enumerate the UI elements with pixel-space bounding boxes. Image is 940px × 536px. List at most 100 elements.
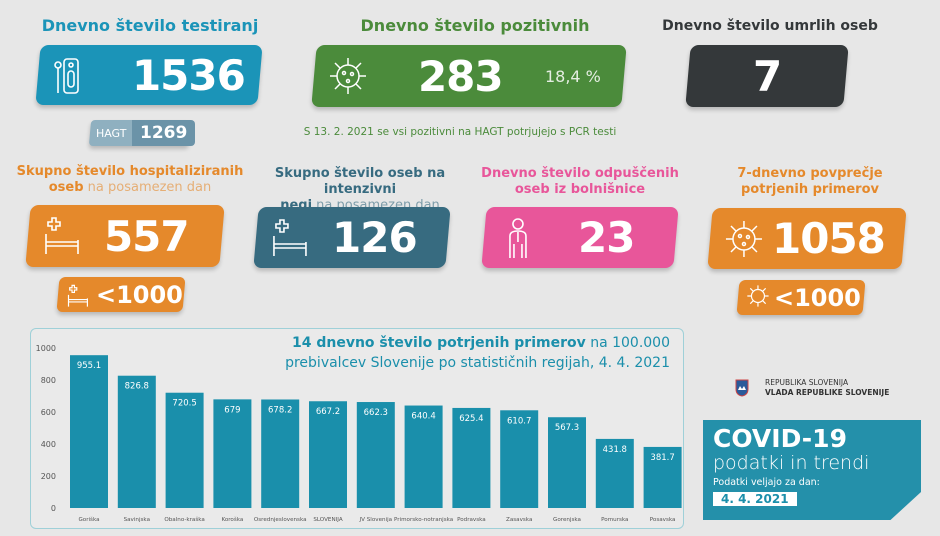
virus-icon bbox=[724, 217, 764, 261]
bar-value-label: 567.3 bbox=[555, 423, 579, 433]
avg7-card: 1058 bbox=[707, 208, 907, 269]
bar-value-label: 640.4 bbox=[411, 412, 435, 422]
covid-valid-label: Podatki veljajo za dan: bbox=[713, 477, 820, 488]
hospital-bed-icon bbox=[270, 216, 310, 260]
hospitalized-title-line1: Skupno število hospitaliziranih bbox=[16, 164, 244, 179]
bar-value-label: 720.5 bbox=[172, 399, 196, 409]
avg7-title-line1: 7-dnevno povprečje bbox=[737, 166, 883, 181]
x-tick-label: Savinjska bbox=[124, 517, 150, 523]
covid-date: 4. 4. 2021 bbox=[713, 492, 797, 506]
hospitalized-title: Skupno število hospitaliziranih oseb na … bbox=[10, 164, 250, 196]
covid-subtitle: podatki in trendi bbox=[713, 452, 870, 474]
x-tick-label: Gorenjska bbox=[553, 517, 581, 523]
y-tick-label: 600 bbox=[41, 408, 56, 417]
chart-title: 14 dnevno število potrjenih primerov na … bbox=[230, 333, 670, 373]
government-logo: REPUBLIKA SLOVENIJA VLADA REPUBLIKE SLOV… bbox=[735, 378, 889, 398]
bar-value-label: 610.7 bbox=[507, 416, 531, 426]
x-tick-label: Koroška bbox=[221, 516, 243, 523]
icu-title-line1: Skupno število oseb na intenzivni bbox=[274, 166, 446, 197]
positive-title: Dnevno število pozitivnih bbox=[360, 16, 590, 35]
hagt-value: 1269 bbox=[132, 120, 196, 146]
discharged-title-line2: oseb iz bolnišnice bbox=[514, 182, 646, 197]
bar-value-label: 625.4 bbox=[459, 414, 483, 424]
x-tick-label: SLOVENIJA bbox=[313, 517, 343, 523]
bar bbox=[500, 410, 539, 508]
deaths-title: Dnevno število umrlih oseb bbox=[662, 18, 878, 34]
bar bbox=[309, 401, 347, 508]
bar bbox=[643, 446, 682, 508]
chart-title-bold: 14 dnevno število potrjenih primerov bbox=[291, 335, 586, 351]
hagt-badge: HAGT 1269 bbox=[88, 120, 196, 146]
y-tick-label: 400 bbox=[41, 440, 56, 449]
bar bbox=[404, 405, 443, 508]
x-tick-label: Obalno-kraška bbox=[164, 516, 204, 523]
hagt-label: HAGT bbox=[96, 126, 127, 140]
chart-title-rest: na 100.000 bbox=[585, 335, 670, 351]
avg7-threshold: <1000 bbox=[774, 283, 861, 312]
bar bbox=[452, 407, 491, 508]
tests-value: 1536 bbox=[132, 50, 245, 100]
hospitalized-title-light: na posamezen dan bbox=[83, 180, 212, 195]
hospitalized-card: 557 bbox=[25, 205, 225, 267]
x-tick-label: Goriška bbox=[78, 516, 99, 523]
x-tick-label: Zasavska bbox=[506, 517, 532, 523]
discharged-card: 23 bbox=[481, 207, 679, 268]
bar bbox=[356, 402, 395, 508]
avg7-title: 7-dnevno povprečje potrjenih primerov bbox=[720, 166, 900, 198]
x-tick-label: Primorsko-notranjska bbox=[394, 517, 453, 523]
avg7-threshold-badge: <1000 bbox=[736, 280, 866, 315]
chart-title-line2: prebivalcev Slovenije po statističnih re… bbox=[285, 355, 670, 371]
person-icon bbox=[498, 216, 538, 260]
discharged-title-line1: Dnevno število odpuščenih bbox=[481, 166, 679, 181]
x-tick-label: Osrednjeslovenska bbox=[254, 517, 307, 523]
hospital-bed-icon bbox=[66, 283, 90, 307]
logo-line2: VLADA REPUBLIKE SLOVENIJE bbox=[765, 388, 890, 397]
bar bbox=[595, 438, 634, 508]
bar bbox=[213, 399, 252, 508]
hospital-bed-icon bbox=[42, 214, 82, 258]
bar-value-label: 667.2 bbox=[316, 407, 340, 417]
avg7-value: 1058 bbox=[772, 214, 885, 263]
bar bbox=[165, 392, 204, 508]
discharged-value: 23 bbox=[578, 213, 635, 262]
deaths-value: 7 bbox=[752, 51, 782, 101]
icu-card: 126 bbox=[253, 207, 451, 268]
hospitalized-threshold-badge: <1000 bbox=[56, 277, 186, 312]
virus-icon bbox=[328, 54, 368, 98]
avg7-title-line2: potrjenih primerov bbox=[741, 182, 879, 197]
bar bbox=[261, 399, 300, 508]
bar bbox=[117, 375, 156, 508]
hospitalized-threshold: <1000 bbox=[96, 280, 183, 309]
x-tick-label: JV Slovenija bbox=[358, 517, 392, 523]
bar bbox=[70, 355, 108, 508]
bar-chart: 0 200 400 600 800 1000 955.1 Goriška 826.8 Savinj… bbox=[36, 344, 682, 523]
positive-value: 283 bbox=[418, 51, 503, 101]
bar-value-label: 431.8 bbox=[603, 445, 627, 455]
hagt-note: S 13. 2. 2021 se vsi pozitivni na HAGT p… bbox=[303, 126, 617, 138]
virus-icon bbox=[746, 283, 770, 313]
deaths-card: 7 bbox=[685, 45, 849, 107]
y-tick-label: 1000 bbox=[36, 344, 56, 353]
x-tick-label: Podravska bbox=[457, 517, 486, 523]
hospitalized-value: 557 bbox=[104, 211, 189, 261]
bar-value-label: 678.2 bbox=[268, 405, 292, 415]
bar-value-label: 826.8 bbox=[125, 382, 149, 392]
discharged-title: Dnevno število odpuščenih oseb iz bolniš… bbox=[480, 166, 680, 198]
y-tick-label: 0 bbox=[51, 504, 56, 513]
coat-of-arms-icon bbox=[735, 379, 749, 397]
positive-percent: 18,4 % bbox=[544, 66, 601, 86]
icu-value: 126 bbox=[332, 213, 417, 262]
y-tick-label: 200 bbox=[41, 472, 56, 481]
positive-card: 283 18,4 % bbox=[311, 45, 627, 107]
bar-value-label: 381.7 bbox=[650, 453, 674, 463]
bar-value-label: 662.3 bbox=[364, 408, 388, 418]
x-tick-label: Posavska bbox=[650, 517, 676, 523]
covid-banner: COVID-19 podatki in trendi Podatki velja… bbox=[703, 420, 921, 520]
x-tick-label: Pomurska bbox=[601, 517, 628, 523]
covid-title: COVID-19 bbox=[713, 424, 847, 453]
logo-line1: REPUBLIKA SLOVENIJA bbox=[765, 378, 849, 387]
bar bbox=[548, 417, 586, 508]
tests-card: 1536 bbox=[35, 45, 263, 105]
bar-value-label: 679 bbox=[224, 405, 240, 415]
bar-value-label: 955.1 bbox=[77, 361, 101, 371]
